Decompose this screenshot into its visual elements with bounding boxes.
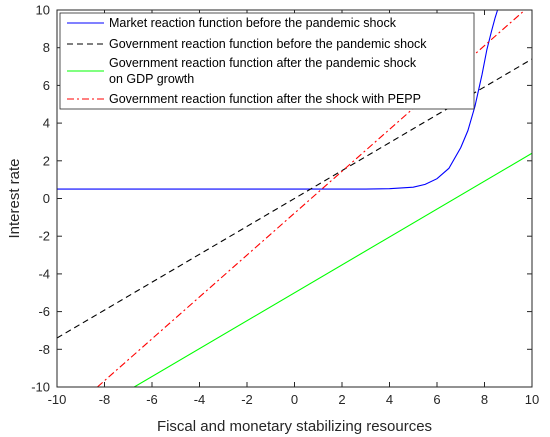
x-tick-label: 2 [338,392,345,407]
y-axis-title: Interest rate [6,158,23,238]
legend-label-government-pepp: Government reaction function after the s… [109,92,421,106]
x-tick-label: -10 [48,392,67,407]
series-line-1 [57,10,499,190]
legend-label-government-after-gdp-line2: on GDP growth [109,72,194,86]
y-tick-label: -2 [38,229,50,244]
x-axis-title: Fiscal and monetary stabilizing resource… [157,418,432,435]
legend-label-government-before: Government reaction function before the … [109,37,427,51]
x-tick-label: 6 [433,392,440,407]
series-line-3 [133,152,532,387]
series-line-2 [57,58,532,339]
plot-frame [56,9,533,388]
legend-label-market-before: Market reaction function before the pand… [109,16,397,30]
x-tick-label: 0 [291,392,298,407]
y-tick-label: 10 [36,3,50,18]
y-tick-label: -8 [38,342,50,357]
y-tick-label: 8 [43,40,50,55]
ticks-layer: -10 -8 -6 -4 -2 0 2 4 6 8 10 10 8 6 4 2 0 -2 -4 -6 -8 -10 [31,3,539,408]
series-line-4 [97,10,526,387]
y-tick-label: -10 [31,380,50,395]
y-tick-label: 2 [43,153,50,168]
y-tick-label: -6 [38,304,50,319]
y-tick-label: 6 [43,78,50,93]
x-tick-label: -4 [194,392,206,407]
series-layer [57,10,532,387]
y-tick-label: 0 [43,191,50,206]
x-tick-label: 8 [481,392,488,407]
x-tick-label: 4 [386,392,393,407]
x-tick-label: -2 [241,392,253,407]
x-tick-label: 10 [525,392,539,407]
legend: Market reaction function before the pand… [59,12,475,110]
x-tick-label: -8 [99,392,111,407]
legend-box [59,12,475,110]
y-tick-label: 4 [43,116,50,131]
y-tick-label: -4 [38,266,50,281]
x-tick-label: -6 [146,392,158,407]
legend-label-government-after-gdp-line1: Government reaction function after the p… [109,56,417,70]
